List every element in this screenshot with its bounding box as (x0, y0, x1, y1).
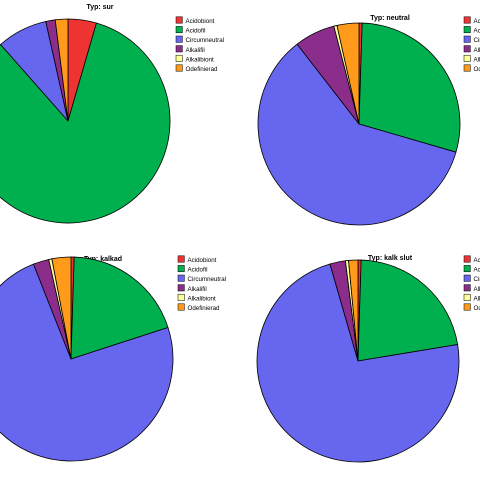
legend-swatch-acidofil (463, 26, 471, 34)
legend-label-acidofil: Acidofil (186, 28, 206, 35)
legend-swatch-circumneutral (463, 35, 471, 43)
legend-label-odefinierad: Odefinierad (188, 305, 221, 312)
legend-label-alkalibiont: Alkalibiont (474, 56, 480, 63)
pie-slice-odefinierad (348, 259, 359, 362)
legend-label-alkalifil: Alkalifil (188, 286, 207, 293)
pie-slice-odefinierad (54, 18, 69, 122)
legend-label-acidobiont: Acidobiont (474, 18, 480, 25)
pie-panel-2: Typ: neutral Acidobiont Acidofil Circumneut… (257, 15, 480, 226)
legend-label-circumneutral: Circumneutral (474, 276, 480, 283)
legend-swatch-acidofil (463, 265, 471, 273)
legend-swatch-acidobiont (463, 255, 471, 263)
legend-label-acidofil: Acidofil (188, 267, 208, 274)
legend-label-alkalifil: Alkalifil (186, 47, 205, 54)
legend-label-circumneutral: Circumneutral (474, 37, 480, 44)
pie-panel-1: Typ: surAcidobiontAcidofilCircumneutralA… (0, 4, 225, 224)
legend-swatch-odefinierad (177, 303, 185, 311)
legend-swatch-alkalibiont (175, 54, 183, 62)
legend-swatch-alkalifil (175, 45, 183, 53)
pie-legend: Acidobiont Acidofil Circumneutral Alkalifil… (175, 16, 225, 73)
legend-label-acidofil: Acidofil (474, 267, 480, 274)
legend-label-alkalifil: Alkalifil (474, 286, 480, 293)
pie-slice-odefinierad (51, 256, 72, 360)
legend-label-alkalifil: Alkalifil (474, 47, 480, 54)
pie-slice-acidofil (0, 22, 171, 224)
pie-slice-acidofil (358, 22, 461, 153)
pie-title: Typ: neutral (370, 15, 410, 22)
pie-slice-circumneutral (0, 263, 174, 462)
legend-label-odefinierad: Odefinierad (474, 305, 480, 312)
pie-title: Typ: kalk slut (368, 255, 413, 262)
legend-swatch-acidobiont (463, 16, 471, 24)
legend-swatch-alkalibiont (463, 54, 471, 62)
legend-label-alkalibiont: Alkalibiont (186, 56, 214, 63)
pie-title: Typ: sur (86, 4, 113, 11)
legend-swatch-alkalibiont (177, 293, 185, 301)
legend-label-circumneutral: Circumneutral (186, 37, 225, 44)
pie-slice-odefinierad (336, 22, 360, 125)
pie-slice-circumneutral (256, 263, 460, 463)
legend-swatch-acidofil (175, 26, 183, 34)
pie-panel-4: Typ: kalk slut Acidobiont Acidofil Circumne… (256, 255, 480, 463)
pie-slice-acidofil (70, 256, 169, 360)
legend-label-alkalibiont: Alkalibiont (474, 295, 480, 302)
legend-swatch-odefinierad (463, 64, 471, 72)
legend-label-alkalibiont: Alkalibiont (188, 295, 216, 302)
legend-swatch-alkalifil (177, 284, 185, 292)
pie-slice-circumneutral (257, 43, 457, 226)
pie-legend: Acidobiont Acidofil Circumneutral Alkalifil… (177, 255, 227, 312)
pie-title: Typ: kalkad (84, 256, 122, 263)
legend-swatch-circumneutral (463, 274, 471, 282)
legend-swatch-odefinierad (463, 303, 471, 311)
legend-label-acidofil: Acidofil (474, 28, 480, 35)
legend-swatch-acidobiont (175, 16, 183, 24)
pie-legend: Acidobiont Acidofil Circumneutral Alkalifil… (463, 255, 480, 312)
legend-label-acidobiont: Acidobiont (186, 18, 215, 25)
legend-swatch-acidofil (177, 265, 185, 273)
legend-swatch-odefinierad (175, 64, 183, 72)
legend-label-circumneutral: Circumneutral (188, 276, 227, 283)
pie-slice-acidofil (357, 259, 459, 362)
legend-label-odefinierad: Odefinierad (474, 66, 480, 73)
legend-label-acidobiont: Acidobiont (188, 257, 217, 264)
legend-swatch-alkalibiont (463, 293, 471, 301)
legend-label-acidobiont: Acidobiont (474, 257, 480, 264)
pie-legend: Acidobiont Acidofil Circumneutral Alkalifil… (463, 16, 480, 73)
legend-swatch-acidobiont (177, 255, 185, 263)
legend-swatch-alkalifil (463, 284, 471, 292)
legend-swatch-circumneutral (177, 274, 185, 282)
pie-panel-3: Typ: kalkad Acidobiont Acidofil Circumneutr… (0, 255, 227, 462)
legend-swatch-circumneutral (175, 35, 183, 43)
legend-swatch-alkalifil (463, 45, 471, 53)
legend-label-odefinierad: Odefinierad (186, 66, 219, 73)
